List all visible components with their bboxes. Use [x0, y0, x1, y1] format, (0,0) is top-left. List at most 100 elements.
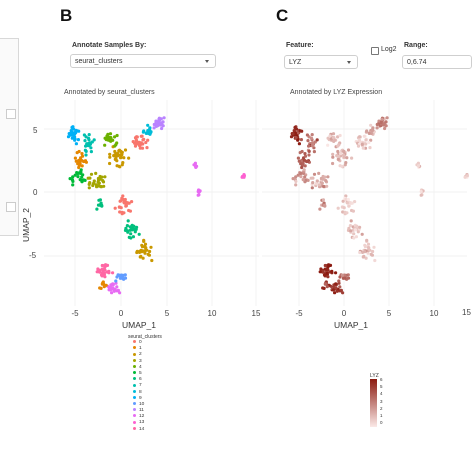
- umap-point: [114, 154, 118, 158]
- umap-point: [296, 156, 300, 160]
- annotate-samples-select[interactable]: seurat_clusters: [70, 54, 216, 68]
- umap-point: [299, 162, 303, 166]
- y-tick-label: -5: [29, 251, 37, 260]
- umap-point: [146, 123, 150, 127]
- x-tick-label: 15: [252, 309, 261, 318]
- umap-point: [333, 138, 337, 142]
- umap-point: [318, 270, 322, 274]
- panel-b-xticks: -5 0 5 10 15: [71, 309, 261, 318]
- umap-point: [326, 275, 330, 279]
- umap-point: [341, 210, 345, 214]
- feature-select[interactable]: LYZ: [284, 55, 358, 69]
- umap-point: [375, 122, 379, 127]
- umap-point: [331, 288, 335, 292]
- umap-point: [129, 232, 133, 236]
- umap-point: [103, 268, 107, 272]
- umap-point: [133, 144, 138, 148]
- umap-point: [122, 211, 126, 215]
- umap-point: [105, 134, 109, 138]
- umap-point: [162, 116, 166, 120]
- legend-label: 11: [139, 408, 144, 414]
- umap-point: [73, 138, 77, 142]
- umap-point: [354, 235, 358, 239]
- umap-point: [322, 273, 327, 277]
- colorbar-tick-label: 4: [380, 391, 383, 397]
- umap-point: [108, 155, 112, 159]
- umap-point: [137, 232, 141, 236]
- legend-label: 5: [139, 370, 142, 376]
- umap-point: [94, 183, 98, 187]
- partial-input-box[interactable]: [6, 202, 16, 212]
- umap-point: [146, 252, 150, 256]
- umap-point: [138, 255, 142, 259]
- legend-swatch: [133, 383, 136, 387]
- umap-point: [141, 142, 145, 146]
- umap-point: [348, 224, 352, 228]
- umap-point: [116, 288, 120, 292]
- x-tick-label: -5: [71, 309, 79, 318]
- log2-checkbox[interactable]: [371, 47, 379, 55]
- umap-point: [341, 199, 345, 203]
- legend-swatch: [133, 402, 136, 406]
- legend-item: 10: [133, 402, 144, 408]
- umap-point: [88, 176, 92, 180]
- umap-point: [367, 140, 371, 145]
- umap-point: [350, 201, 354, 205]
- umap-point: [294, 179, 298, 183]
- umap-point: [314, 182, 318, 186]
- umap-point: [102, 271, 106, 275]
- range-input[interactable]: 0,6.74: [402, 55, 472, 69]
- umap-point: [322, 184, 326, 189]
- umap-point: [116, 152, 120, 156]
- umap-point: [350, 156, 354, 160]
- umap-point: [321, 286, 325, 290]
- umap-point: [240, 175, 244, 179]
- umap-point: [89, 150, 93, 154]
- umap-point: [103, 175, 107, 179]
- umap-point: [84, 153, 88, 157]
- umap-point: [79, 168, 83, 172]
- umap-point: [76, 175, 80, 179]
- umap-point: [334, 286, 338, 290]
- umap-point: [367, 246, 371, 250]
- umap-point: [294, 127, 299, 131]
- umap-point: [115, 275, 119, 279]
- panel-c-xlabel: UMAP_1: [334, 320, 369, 330]
- umap-point: [111, 286, 115, 290]
- umap-point: [161, 120, 165, 124]
- umap-point: [337, 154, 341, 158]
- umap-point: [128, 209, 132, 213]
- legend-label: 7: [139, 383, 142, 389]
- umap-point: [77, 165, 81, 170]
- panel-b-umap-plot: -5 0 5 10 15: [44, 100, 261, 318]
- umap-point: [77, 149, 81, 154]
- umap-point: [110, 138, 114, 142]
- umap-point: [80, 152, 84, 156]
- umap-point: [114, 279, 118, 283]
- umap-point: [366, 242, 371, 246]
- umap-point: [87, 186, 91, 190]
- umap-point: [108, 161, 112, 166]
- umap-point: [89, 172, 94, 176]
- legend-item: 2: [133, 352, 144, 358]
- umap-point: [71, 136, 75, 140]
- umap-point: [161, 124, 165, 128]
- x-tick-label: 10: [430, 309, 439, 318]
- umap-point: [303, 152, 307, 156]
- umap-point: [325, 184, 329, 188]
- umap-point: [371, 249, 375, 254]
- umap-point: [360, 232, 364, 236]
- umap-point: [148, 249, 152, 254]
- umap-point: [82, 133, 86, 137]
- umap-point: [313, 140, 317, 144]
- umap-point: [315, 179, 319, 183]
- umap-point: [336, 135, 340, 139]
- umap-point: [79, 158, 84, 162]
- umap-point: [372, 245, 376, 249]
- legend-swatch: [133, 408, 136, 412]
- umap-point: [113, 135, 117, 139]
- partial-input-box[interactable]: [6, 109, 16, 119]
- umap-point: [68, 177, 72, 181]
- umap-point: [345, 211, 349, 215]
- colorbar-tick-label: 0: [380, 420, 383, 426]
